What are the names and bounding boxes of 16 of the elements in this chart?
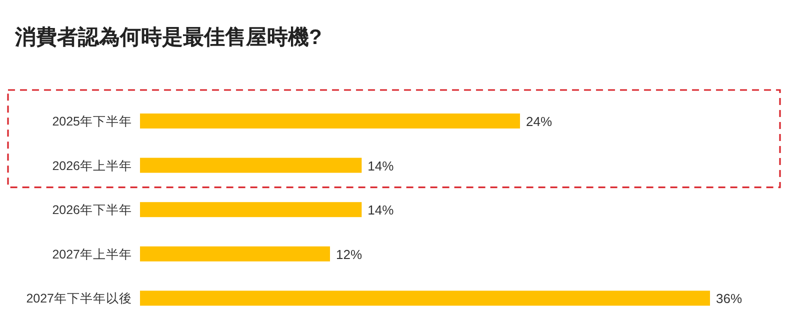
y-tick-label: 2026年下半年	[52, 203, 132, 218]
y-tick-label: 2025年下半年	[52, 114, 132, 128]
data-label: 36%	[716, 291, 742, 306]
bar	[140, 290, 710, 306]
data-label: 24%	[526, 114, 552, 129]
bar	[140, 202, 362, 218]
data-label: 12%	[336, 246, 362, 262]
y-tick-label: 2027年下半年以後	[26, 292, 132, 306]
data-label: 14%	[368, 158, 394, 174]
data-label: 14%	[368, 202, 394, 218]
bar	[140, 158, 362, 173]
bar	[140, 114, 520, 128]
bar	[140, 246, 330, 262]
y-tick-label: 2027年上半年	[52, 247, 132, 262]
chart-title: 消費者認為何時是最佳售屋時機?	[14, 26, 322, 49]
y-tick-label: 2026年上半年	[52, 158, 132, 173]
